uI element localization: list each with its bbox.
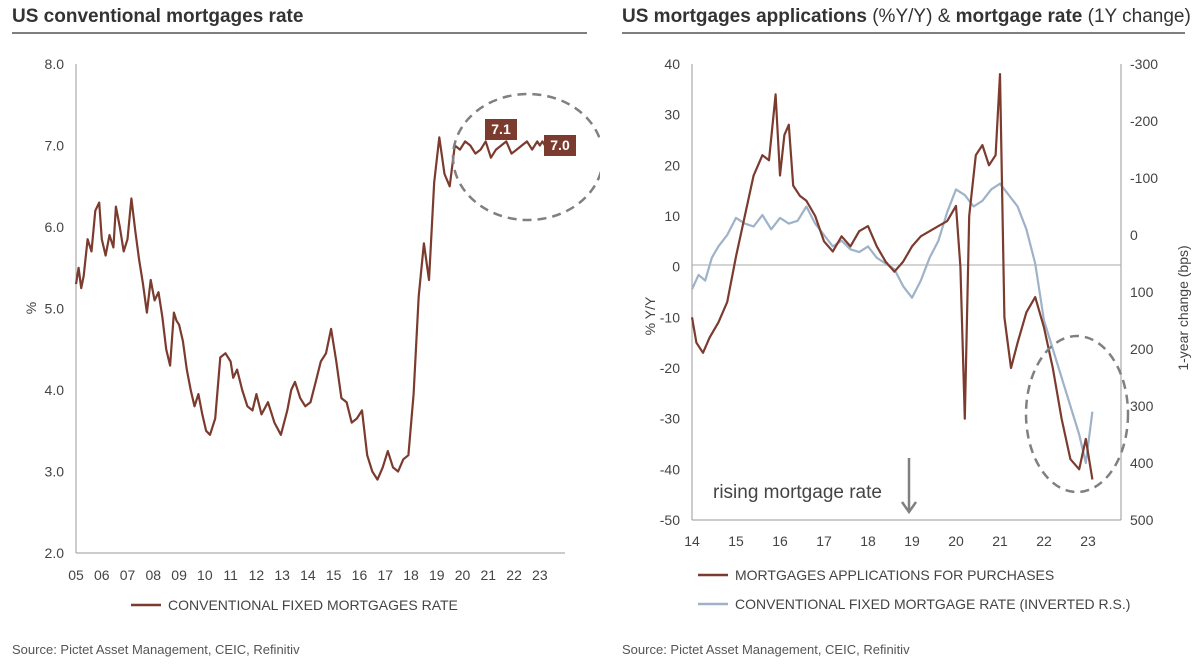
left-chart: 2.0 3.0 4.0 5.0 6.0 7.0 8.0 05 06 07 08 09 10 11 12 13…	[23, 56, 600, 613]
y-tick-label: -30	[660, 411, 680, 427]
x-tick-label: 06	[94, 567, 110, 583]
series-line-inverted-rate	[691, 182, 1094, 465]
y-tick-label: -20	[660, 360, 680, 376]
label-box-7-0	[544, 135, 576, 156]
x-tick-label: 11	[223, 567, 238, 583]
y-tick-label: 3.0	[45, 464, 65, 480]
x-tick-label: 19	[429, 567, 445, 583]
y-tick-label: 7.0	[45, 138, 65, 154]
x-tick-label: 15	[326, 567, 342, 583]
left-chart-panel: US conventional mortgages rate 2.0 3.0 4.0…	[12, 6, 600, 657]
x-tick-label: 22	[1036, 533, 1052, 549]
y-tick-label: -40	[660, 461, 680, 477]
y-right-tick-label: 300	[1130, 398, 1154, 414]
left-source-note: Source: Pictet Asset Management, CEIC, R…	[12, 642, 300, 657]
rising-rate-annotation: rising mortgage rate	[713, 482, 882, 503]
legend-label-applications: MORTGAGES APPLICATIONS FOR PURCHASES	[735, 567, 1054, 583]
y-right-tick-label: 400	[1130, 455, 1154, 471]
x-tick-label: 21	[992, 533, 1008, 549]
x-tick-label: 07	[120, 567, 136, 583]
y-tick-label: -10	[660, 309, 680, 325]
y-tick-label: -50	[660, 512, 680, 528]
right-title-rule	[622, 32, 1185, 34]
x-tick-label: 14	[684, 533, 700, 549]
y-right-tick-label: -100	[1130, 170, 1158, 186]
y-tick-label: 5.0	[45, 301, 65, 317]
label-7-0: 7.0	[550, 137, 570, 153]
right-y-axis-label-left: % Y/Y	[642, 296, 658, 335]
right-chart-panel: US mortgages applications (%Y/Y) & mortg…	[600, 0, 1200, 666]
x-tick-label: 16	[352, 567, 368, 583]
series-line-conventional-fixed	[74, 136, 546, 481]
right-source-note: Source: Pictet Asset Management, CEIC, R…	[622, 642, 910, 657]
y-tick-label: 4.0	[45, 382, 65, 398]
label-7-1: 7.1	[491, 121, 511, 137]
x-tick-label: 05	[68, 567, 84, 583]
y-right-tick-label: -300	[1130, 56, 1158, 72]
left-chart-title: US conventional mortgages rate	[12, 6, 304, 27]
x-tick-label: 19	[904, 533, 920, 549]
x-tick-label: 18	[403, 567, 419, 583]
legend-label-inverted-rate: CONVENTIONAL FIXED MORTGAGE RATE (INVERT…	[735, 596, 1130, 612]
x-tick-label: 20	[948, 533, 964, 549]
y-tick-label: 2.0	[45, 545, 65, 561]
y-tick-label: 8.0	[45, 56, 65, 72]
x-tick-label: 12	[249, 567, 265, 583]
x-tick-label: 17	[816, 533, 832, 549]
label-box-7-1	[485, 119, 517, 140]
right-y-axis-label-right: 1-year change (bps)	[1175, 245, 1191, 370]
x-tick-label: 16	[772, 533, 788, 549]
x-tick-label: 23	[1080, 533, 1096, 549]
x-tick-label: 21	[481, 567, 497, 583]
left-title-rule	[12, 32, 587, 34]
x-tick-label: 15	[728, 533, 744, 549]
highlight-circle	[1024, 334, 1130, 494]
y-tick-label: 6.0	[45, 219, 65, 235]
x-tick-label: 18	[860, 533, 876, 549]
x-tick-label: 14	[300, 567, 316, 583]
y-right-tick-label: 200	[1130, 341, 1154, 357]
y-tick-label: 0	[672, 259, 680, 275]
y-tick-label: 30	[664, 107, 680, 123]
y-right-tick-label: -200	[1130, 113, 1158, 129]
x-tick-label: 08	[146, 567, 162, 583]
x-tick-label: 10	[197, 567, 213, 583]
highlight-circle	[451, 92, 600, 222]
down-arrow-icon	[900, 501, 918, 515]
x-tick-label: 23	[532, 567, 548, 583]
y-tick-label: 40	[664, 56, 680, 72]
x-tick-label: 17	[377, 567, 393, 583]
right-chart-title: US mortgages applications (%Y/Y) & mortg…	[622, 6, 1191, 27]
y-right-tick-label: 100	[1130, 284, 1154, 300]
x-tick-label: 20	[455, 567, 471, 583]
y-right-tick-label: 0	[1130, 227, 1138, 243]
x-tick-label: 22	[506, 567, 522, 583]
y-right-tick-label: 500	[1130, 512, 1154, 528]
x-tick-label: 13	[274, 567, 290, 583]
y-tick-label: 20	[664, 157, 680, 173]
left-y-axis-label: %	[23, 302, 39, 314]
x-tick-label: 09	[171, 567, 187, 583]
legend-label-conventional-fixed: CONVENTIONAL FIXED MORTGAGES RATE	[168, 597, 458, 613]
y-tick-label: 10	[664, 208, 680, 224]
series-line-applications	[690, 73, 1094, 480]
